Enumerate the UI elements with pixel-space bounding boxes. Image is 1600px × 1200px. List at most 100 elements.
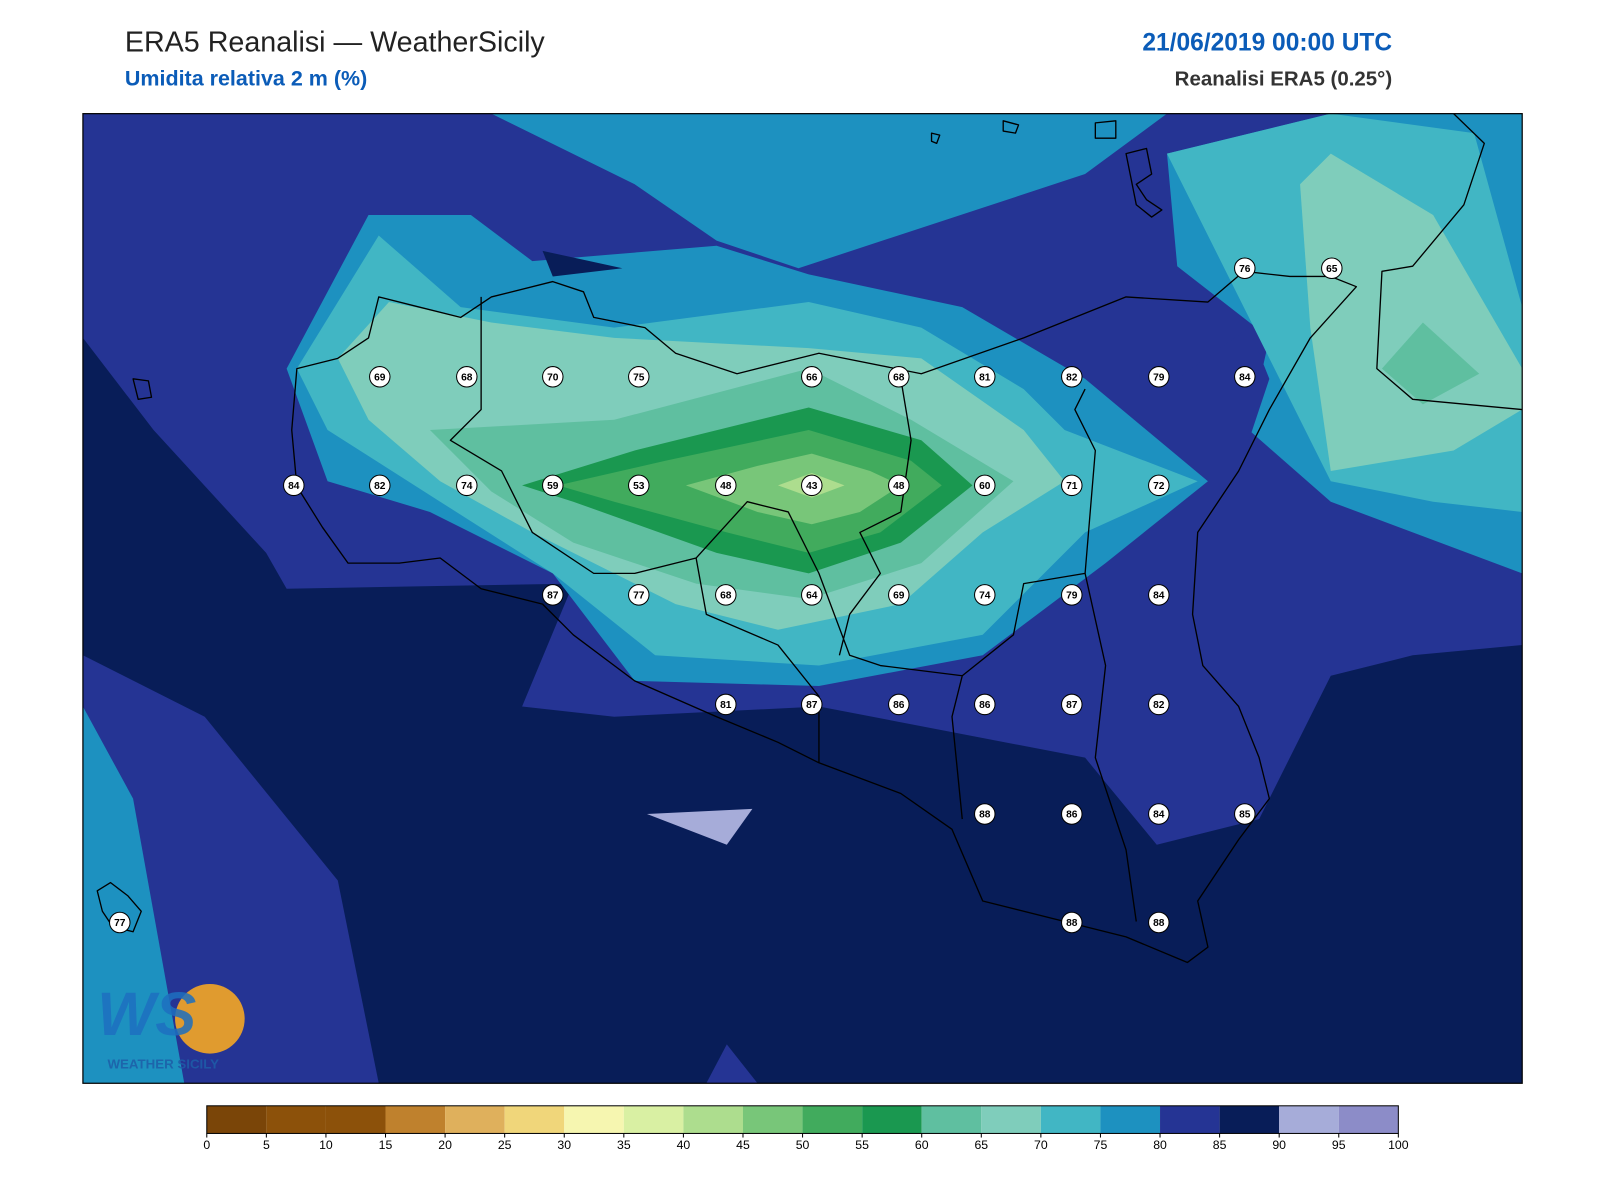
station-value: 77 — [633, 591, 645, 602]
station-value: 76 — [1239, 264, 1251, 275]
station-marker — [628, 366, 650, 388]
station-value: 88 — [979, 810, 991, 821]
logo: WS WEATHER SICILY — [97, 980, 245, 1071]
station-marker — [974, 474, 996, 497]
station-marker — [1061, 803, 1083, 825]
colorbar-swatch — [1100, 1105, 1161, 1134]
station-value: 77 — [114, 918, 126, 929]
station-marker — [801, 584, 823, 606]
station-value: 87 — [547, 591, 559, 602]
station-marker — [974, 803, 996, 825]
station-marker — [542, 366, 564, 388]
station-marker — [542, 474, 564, 497]
station-marker — [801, 474, 823, 497]
colorbar: 0 5 10 15 20 25 30 35 40 45 50 55 60 65 70 75 80 85 90 95 10… — [203, 1105, 1409, 1152]
map-frame — [82, 113, 1523, 1084]
station-marker — [542, 584, 564, 606]
station-marker — [1061, 584, 1083, 606]
colorbar-tick-label: 85 — [1213, 1138, 1227, 1152]
station-marker — [715, 693, 737, 716]
station-value: 74 — [461, 481, 473, 492]
station-marker — [1234, 257, 1256, 280]
station-marker — [1321, 257, 1343, 280]
stations: 76 65 69 68 70 75 66 68 81 82 79 84 84 82 74 59 53 48 43 48… — [109, 257, 1343, 934]
island — [96, 120, 1163, 933]
colorbar-tick-label: 40 — [677, 1138, 691, 1152]
station-marker — [628, 474, 650, 497]
colorbar-swatch — [266, 1105, 326, 1134]
station-value: 59 — [547, 481, 559, 492]
station-value: 82 — [1153, 700, 1165, 711]
colorbar-swatch — [504, 1105, 565, 1134]
station-value: 79 — [1153, 373, 1165, 384]
station-marker — [801, 693, 823, 716]
calabria-coast — [1376, 113, 1523, 411]
colorbar-swatch — [445, 1105, 505, 1134]
station-marker — [1061, 366, 1083, 388]
colorbar-tick-label: 20 — [438, 1138, 452, 1152]
colorbar-swatch — [1160, 1105, 1220, 1134]
station-value: 64 — [806, 591, 818, 602]
station-value: 48 — [720, 481, 732, 492]
station-value: 69 — [893, 591, 905, 602]
station-marker — [974, 584, 996, 606]
colorbar-tick-label: 95 — [1332, 1138, 1346, 1152]
station-value: 79 — [1066, 591, 1078, 602]
station-value: 72 — [1153, 481, 1165, 492]
colorbar-swatch — [325, 1105, 386, 1134]
station-marker — [974, 366, 996, 388]
colorbar-tick-label: 45 — [736, 1138, 750, 1152]
colorbar-tick-label: 100 — [1388, 1138, 1409, 1152]
station-marker — [1148, 911, 1170, 934]
station-marker — [628, 584, 650, 606]
station-value: 81 — [979, 373, 991, 384]
colorbar-swatch — [1219, 1105, 1280, 1134]
station-value: 87 — [806, 700, 818, 711]
station-value: 84 — [288, 481, 300, 492]
station-value: 86 — [893, 700, 905, 711]
station-marker — [888, 584, 910, 606]
station-marker — [1061, 911, 1083, 934]
station-value: 68 — [461, 373, 473, 384]
station-value: 71 — [1066, 481, 1078, 492]
contour — [82, 706, 185, 1084]
colorbar-tick-label: 10 — [319, 1138, 333, 1152]
station-marker — [715, 584, 737, 606]
logo-sun — [175, 983, 245, 1054]
contour — [1381, 322, 1480, 405]
station-marker — [888, 366, 910, 388]
station-value: 82 — [1066, 373, 1078, 384]
source: Reanalisi ERA5 (0.25°) — [1175, 67, 1392, 90]
colorbar-tick-label: 30 — [557, 1138, 571, 1152]
colorbar-swatch — [683, 1105, 743, 1134]
station-value: 86 — [1066, 810, 1078, 821]
station-value: 84 — [1239, 373, 1251, 384]
logo-name: WEATHER SICILY — [107, 1056, 219, 1071]
colorbar-tick-label: 0 — [203, 1138, 210, 1152]
coastline — [291, 270, 1358, 964]
station-marker — [801, 366, 823, 388]
station-value: 66 — [806, 373, 818, 384]
station-value: 53 — [633, 481, 645, 492]
colorbar-tick-label: 25 — [498, 1138, 512, 1152]
station-marker — [1061, 474, 1083, 497]
colorbar-tick-label: 50 — [796, 1138, 810, 1152]
station-marker — [109, 911, 131, 934]
station-marker — [283, 474, 305, 497]
station-value: 70 — [547, 373, 559, 384]
colorbar-swatch — [623, 1105, 684, 1134]
station-marker — [715, 474, 737, 497]
station-marker — [888, 474, 910, 497]
station-value: 69 — [374, 373, 386, 384]
station-marker — [1148, 584, 1170, 606]
colorbar-tick-label: 60 — [915, 1138, 929, 1152]
date: 21/06/2019 00:00 UTC — [1142, 30, 1392, 57]
station-marker — [1148, 474, 1170, 497]
station-marker — [1234, 366, 1256, 388]
contour — [542, 250, 623, 277]
station-marker — [1148, 803, 1170, 825]
station-value: 75 — [633, 373, 645, 384]
subtitle: Umidita relativa 2 m (%) — [125, 67, 367, 91]
colorbar-swatch — [742, 1105, 803, 1134]
